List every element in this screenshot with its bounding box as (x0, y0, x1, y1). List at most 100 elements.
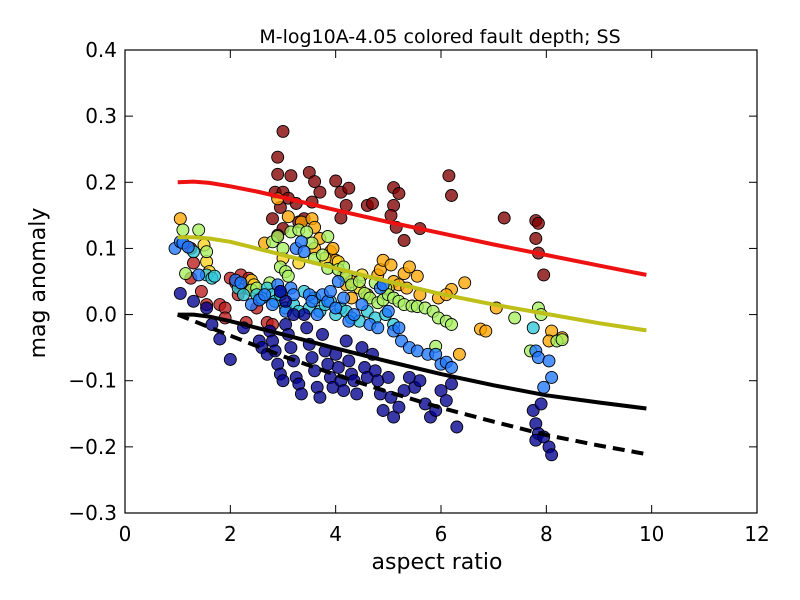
scatter-point (258, 288, 272, 302)
scatter-point (194, 284, 208, 298)
scatter-point (208, 269, 221, 283)
scatter-point (192, 223, 206, 237)
scatter-point (192, 268, 206, 282)
scatter-point (313, 185, 327, 199)
scatter-point (376, 404, 390, 417)
scatter-point (387, 410, 401, 424)
y-tick-label: 0.2 (85, 170, 117, 194)
scatter-point (497, 211, 511, 225)
scatter-point (392, 400, 406, 414)
scatter-point (384, 208, 398, 222)
y-tick-label: 0.3 (85, 104, 117, 128)
scatter-point (537, 380, 551, 394)
scatter-point (458, 276, 472, 290)
scatter-point (305, 351, 319, 365)
scatter-point (529, 232, 543, 245)
scatter-point (381, 370, 395, 384)
scatter-point (342, 354, 356, 368)
scatter-point (402, 260, 416, 274)
scatter-point (450, 420, 464, 434)
scatter-point (410, 269, 424, 283)
y-tick-label: −0.3 (68, 501, 117, 525)
chart-title: M-log10A-4.05 colored fault depth; SS (259, 26, 620, 48)
scatter-point (310, 308, 324, 322)
scatter-point (429, 347, 443, 361)
x-tick-label: 8 (540, 522, 553, 546)
model-curve-1 (177, 179, 647, 277)
scatter-point (313, 390, 327, 404)
scatter-point (392, 321, 406, 335)
scatter-point (434, 384, 448, 398)
scatter-point (316, 248, 329, 262)
scatter-point (281, 269, 295, 283)
scatter-point (384, 258, 398, 272)
scatter-point (439, 394, 453, 408)
scatter-point (276, 124, 290, 138)
y-tick-label: −0.2 (68, 435, 117, 459)
scatter-point (355, 298, 369, 312)
scatter-point (555, 333, 569, 347)
plot-area (168, 124, 647, 462)
scatter-point (445, 318, 458, 331)
scatter-point (213, 332, 227, 346)
scatter-point (337, 291, 351, 305)
scatter-point (200, 245, 214, 259)
scatter-point (173, 286, 187, 300)
scatter-point (339, 334, 353, 348)
scatter-point (287, 308, 300, 322)
x-tick-label: 12 (744, 522, 769, 546)
scatter-point (281, 210, 295, 224)
scatter-point (526, 321, 540, 335)
model-curve-3 (177, 312, 647, 411)
scatter-point (187, 256, 200, 270)
scatter-point (321, 230, 335, 243)
scatter-point (234, 276, 248, 290)
scatter-point (223, 353, 237, 366)
scatter-point (266, 212, 279, 226)
y-axis-label: mag anomaly (26, 208, 51, 359)
scatter-point (350, 387, 364, 401)
scatter-point (179, 267, 193, 281)
scatter-point (300, 321, 314, 335)
scatter-point (534, 397, 548, 411)
scatter-point (176, 223, 190, 237)
scatter-point (329, 301, 343, 315)
scatter-point (271, 150, 285, 164)
x-axis-label: aspect ratio (372, 550, 503, 575)
scatter-point (284, 341, 298, 355)
model-curve-2 (177, 235, 647, 333)
scatter-point (305, 294, 319, 308)
x-tick-label: 10 (639, 522, 664, 546)
scatter-point (300, 225, 314, 239)
scatter-point (284, 169, 298, 183)
axes: 0 2 4 6 8 10 12 −0.3 −0.2 −0.1 0.0 0.1 0.2 0.3 0.4 (68, 38, 769, 546)
scatter-point (273, 284, 287, 298)
scatter-point (542, 354, 556, 368)
x-tick-label: 0 (119, 522, 132, 546)
scatter-point (531, 216, 545, 230)
scatter-point (271, 230, 285, 243)
x-tick-label: 6 (435, 522, 448, 546)
scatter-point (294, 387, 308, 401)
scatter-point (279, 294, 293, 308)
model-curve-4 (176, 312, 647, 457)
scatter-point (323, 284, 337, 298)
scatter-point (266, 298, 279, 312)
scatter-point (397, 234, 411, 247)
scatter-point (329, 174, 343, 188)
scatter-point (531, 351, 545, 365)
scatter-point (331, 275, 345, 288)
scatter-point (297, 245, 311, 259)
scatter-point (442, 169, 456, 183)
scatter-point (508, 311, 522, 325)
y-tick-label: 0.0 (85, 303, 117, 327)
scatter-point (276, 374, 290, 388)
scatter-point (308, 175, 322, 189)
scatter-point (187, 294, 200, 308)
scatter-point (545, 370, 559, 384)
scatter-point (445, 361, 458, 374)
scatter-point (545, 448, 559, 462)
scatter-point (537, 268, 551, 282)
scatter-point (200, 301, 214, 315)
